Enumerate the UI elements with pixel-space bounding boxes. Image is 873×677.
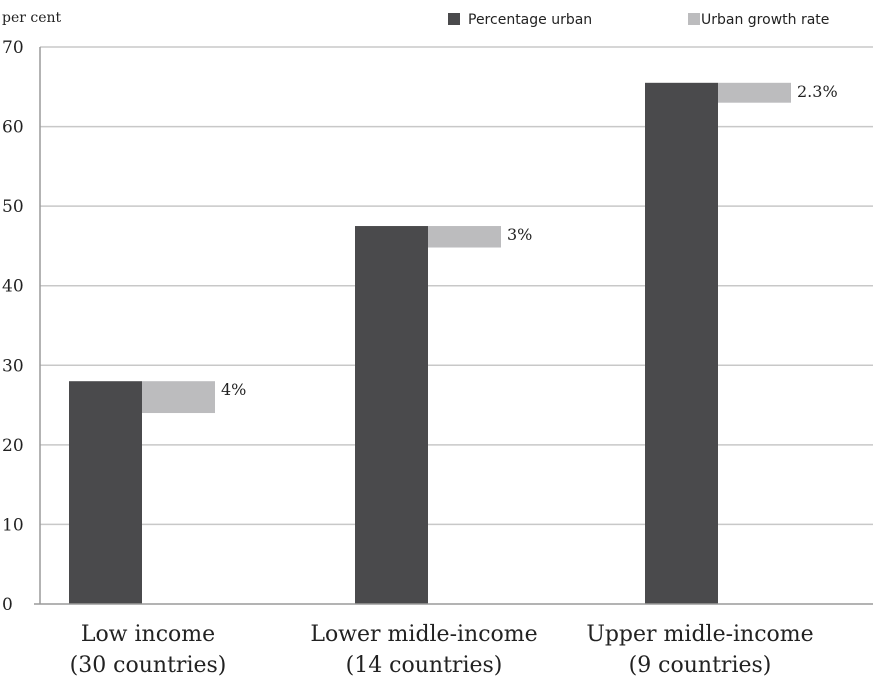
box-urban-growth-rate xyxy=(718,82,791,103)
legend: Percentage urban Urban growth rate xyxy=(448,12,829,28)
axes: 0 10 20 30 40 50 60 70 Low income (30 countries) L… xyxy=(2,38,873,677)
legend-swatch-urban-growth-rate xyxy=(688,13,700,25)
data-label-urban-growth-rate: 2.3% xyxy=(797,82,838,101)
x-tick-label-line2: (30 countries) xyxy=(70,653,227,677)
y-tick-label: 70 xyxy=(2,38,24,58)
legend-label-urban-growth-rate: Urban growth rate xyxy=(701,12,829,28)
data-label-urban-growth-rate: 3% xyxy=(507,225,532,244)
x-tick-label-line1: Lower midle-income xyxy=(310,622,537,647)
bar-percentage-urban xyxy=(69,381,142,604)
legend-swatch-percentage-urban xyxy=(448,13,460,25)
y-tick-label: 40 xyxy=(2,277,24,297)
bars: 4% 3% 2.3% xyxy=(69,82,838,605)
y-tick-label: 10 xyxy=(2,515,24,535)
box-urban-growth-rate xyxy=(142,381,215,414)
x-tick-label-line2: (14 countries) xyxy=(346,653,503,677)
y-tick-label: 0 xyxy=(2,595,13,615)
box-urban-growth-rate xyxy=(428,226,501,248)
gridlines xyxy=(40,46,873,526)
legend-label-percentage-urban: Percentage urban xyxy=(468,12,592,28)
data-label-urban-growth-rate: 4% xyxy=(221,380,246,399)
x-tick-label-line1: Low income xyxy=(81,622,215,647)
y-tick-label: 20 xyxy=(2,436,24,456)
y-tick-label: 60 xyxy=(2,118,24,138)
x-tick-label-line1: Upper midle-income xyxy=(586,622,813,647)
x-tick-label-line2: (9 countries) xyxy=(629,653,772,677)
y-axis-label: per cent xyxy=(2,10,62,26)
y-tick-label: 50 xyxy=(2,197,24,217)
bar-percentage-urban xyxy=(355,226,428,605)
bar-percentage-urban xyxy=(645,82,718,605)
y-tick-label: 30 xyxy=(2,356,24,376)
